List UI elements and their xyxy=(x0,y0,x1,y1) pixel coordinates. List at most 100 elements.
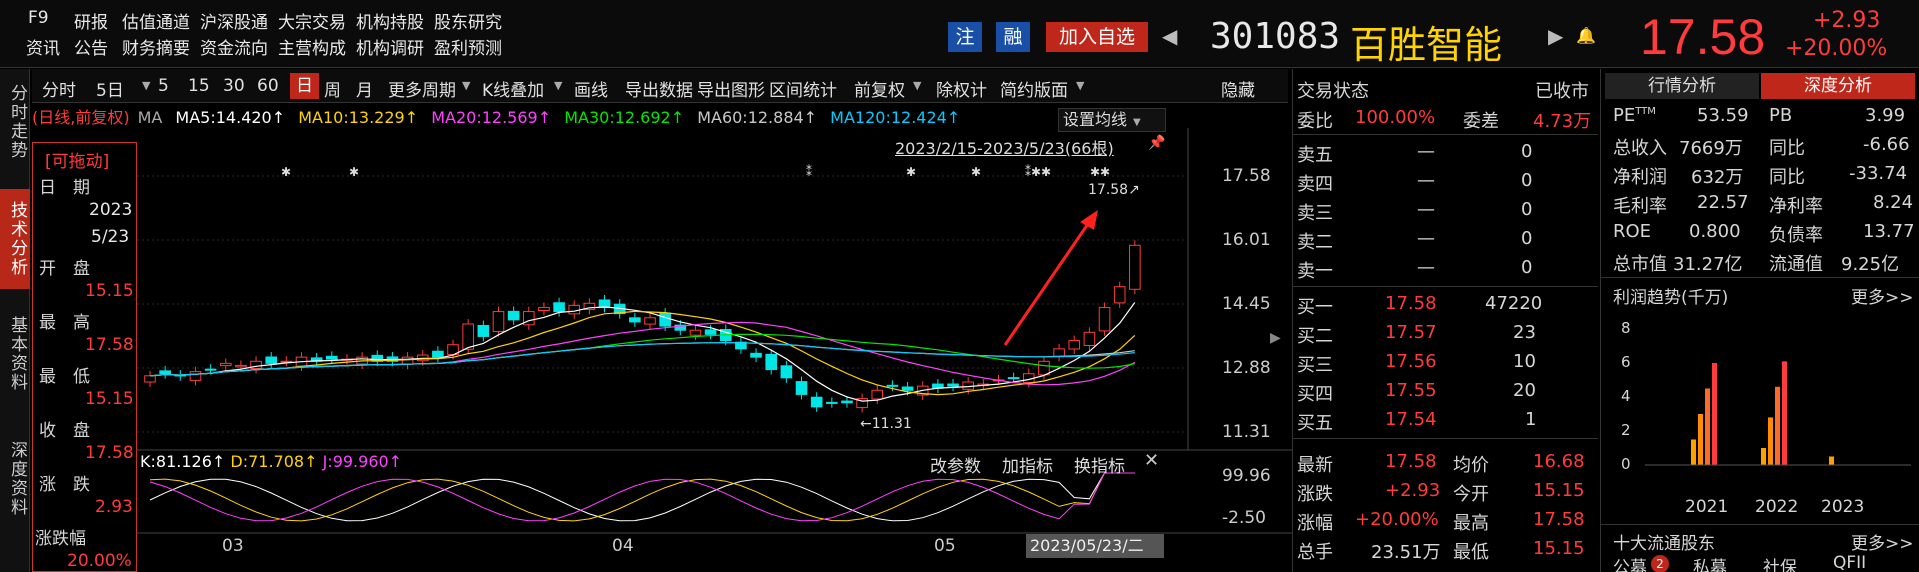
buy5-price: 17.54 xyxy=(1385,409,1437,430)
chgpct-label: 涨幅 xyxy=(1297,513,1333,534)
buy1-price: 17.58 xyxy=(1385,293,1437,314)
pre-adjust-dropdown[interactable]: 前复权 xyxy=(854,81,905,101)
simple-layout-button[interactable]: 简约版面 xyxy=(1000,81,1068,101)
tab-basic-info[interactable]: 基本资料 xyxy=(7,316,27,392)
candle-body xyxy=(901,386,914,391)
net-profit-label: 净利润 xyxy=(1613,167,1667,188)
menu-financial-summary[interactable]: 财务摘要 xyxy=(122,39,190,59)
period-day[interactable]: 日 xyxy=(290,73,319,99)
menu-institution-survey[interactable]: 机构调研 xyxy=(356,39,424,59)
menu-institution-holding[interactable]: 机构持股 xyxy=(356,13,424,33)
period-60min[interactable]: 60 xyxy=(257,76,279,96)
candle-info-panel[interactable]: [可拖动] 日 期 2023 5/23 开 盘 15.15 最 高 17.58 … xyxy=(32,142,137,572)
margin-button[interactable]: 融 xyxy=(996,22,1030,52)
collapse-arrow-icon[interactable]: ▶ xyxy=(1270,330,1281,346)
add-watchlist-button[interactable]: 加入自选 xyxy=(1046,22,1148,52)
profit-x-tick: 2021 xyxy=(1685,497,1729,517)
buy2-price: 17.57 xyxy=(1385,322,1437,343)
holders-more-link[interactable]: 更多>> xyxy=(1851,534,1914,554)
next-stock-icon[interactable]: ▶ xyxy=(1548,24,1564,48)
profit-more-link[interactable]: 更多>> xyxy=(1851,288,1914,308)
holder-tab-qfii[interactable]: QFII xyxy=(1833,553,1867,572)
menu-news[interactable]: 资讯 xyxy=(26,39,60,59)
chevron-down-icon: ▼ xyxy=(1076,79,1085,92)
period-15min[interactable]: 15 xyxy=(188,76,210,96)
period-30min[interactable]: 30 xyxy=(223,76,245,96)
candle-body xyxy=(265,356,278,364)
chart-mode-label: (日线,前复权) xyxy=(32,108,130,127)
revenue-value: 7669万 xyxy=(1679,138,1743,159)
tab-technical-analysis[interactable]: 技术分析 xyxy=(0,189,30,289)
menu-f9[interactable]: F9 xyxy=(28,8,49,28)
buy5-volume: 1 xyxy=(1525,409,1537,430)
menu-shareholder-research[interactable]: 股东研究 xyxy=(434,13,502,33)
tab-deep-info[interactable]: 深度资料 xyxy=(7,441,27,517)
edit-params-button[interactable]: 改参数 xyxy=(930,457,981,477)
range-stats-button[interactable]: 区间统计 xyxy=(769,81,837,101)
period-month[interactable]: 月 xyxy=(356,81,373,101)
menu-announcement[interactable]: 公告 xyxy=(74,39,108,59)
drag-label: [可拖动] xyxy=(45,152,110,172)
ex-rights-button[interactable]: 除权计 xyxy=(936,81,987,101)
set-ma-dropdown[interactable]: 设置均线 ▼ xyxy=(1058,108,1166,132)
menu-earnings-forecast[interactable]: 盈利预测 xyxy=(434,39,502,59)
menu-business-composition[interactable]: 主营构成 xyxy=(278,39,346,59)
period-5day[interactable]: 5日 xyxy=(96,81,124,101)
open-today-value: 15.15 xyxy=(1533,480,1585,501)
ma30-value: MA30:12.692↑ xyxy=(564,108,685,127)
candle-body xyxy=(250,360,262,370)
kline-chart[interactable]: ✱ ✱ ⁑ ✱ ✱ ⁑✱✱ ✱✱ xyxy=(0,0,1292,572)
weicha-value: 4.73万 xyxy=(1533,111,1592,132)
prev-stock-icon[interactable]: ◀ xyxy=(1162,24,1178,48)
price-change: +2.93 xyxy=(1813,8,1881,33)
holder-tab-private-fund[interactable]: 私募 xyxy=(1693,558,1727,572)
kline-overlay-dropdown[interactable]: K线叠加 xyxy=(482,81,545,101)
register-button[interactable]: 注 xyxy=(948,22,982,52)
buy3-label: 买三 xyxy=(1297,355,1333,376)
menu-fund-flow[interactable]: 资金流向 xyxy=(200,39,268,59)
hide-button[interactable]: 隐藏 xyxy=(1221,81,1255,101)
more-periods-dropdown[interactable]: 更多周期 xyxy=(388,81,456,101)
chgpct-value: +20.00% xyxy=(1355,509,1439,530)
candle-body xyxy=(583,302,596,310)
export-data-button[interactable]: 导出数据 xyxy=(625,81,693,101)
candle-body xyxy=(522,311,535,326)
sell1-label: 卖一 xyxy=(1297,261,1333,282)
menu-hk-connect[interactable]: 沪深股通 xyxy=(200,13,268,33)
kdj-legend: K:81.126↑ D:71.708↑ J:99.960↑ xyxy=(140,452,402,471)
ma5-line xyxy=(149,302,1136,402)
analysis-panel: 行情分析 深度分析 PETTM 53.59 PB 3.99 总收入 7669万 … xyxy=(1600,69,1919,572)
candle-body xyxy=(962,381,974,390)
period-5min[interactable]: 5 xyxy=(158,76,169,96)
export-graphic-button[interactable]: 导出图形 xyxy=(697,81,765,101)
candle-body xyxy=(462,323,474,350)
menu-valuation[interactable]: 估值通道 xyxy=(122,13,190,33)
gross-margin-label: 毛利率 xyxy=(1613,196,1667,217)
tab-market-analysis[interactable]: 行情分析 xyxy=(1605,73,1759,99)
holder-tab-public-fund[interactable]: 公募 xyxy=(1613,558,1647,572)
chevron-down-icon: ▼ xyxy=(462,79,471,92)
menu-research[interactable]: 研报 xyxy=(74,13,108,33)
close-label: 收 盘 xyxy=(39,421,90,441)
candle-body xyxy=(735,341,747,350)
close-icon[interactable]: ✕ xyxy=(1144,450,1160,471)
kdj-lines-group xyxy=(149,472,1135,522)
profit-bar xyxy=(1712,363,1717,465)
menu-block-trade[interactable]: 大宗交易 xyxy=(278,13,346,33)
holder-tab-social-security[interactable]: 社保 xyxy=(1763,558,1797,572)
tab-intraday[interactable]: 分时走势 xyxy=(7,83,27,160)
sell1-volume: 0 xyxy=(1521,257,1533,278)
candle-body xyxy=(886,384,899,387)
add-indicator-button[interactable]: 加指标 xyxy=(1002,457,1053,477)
draw-line-button[interactable]: 画线 xyxy=(574,81,608,101)
pin-icon[interactable]: 📌 xyxy=(1148,135,1166,151)
candle-body xyxy=(538,306,550,311)
period-intraday[interactable]: 分时 xyxy=(42,81,76,101)
float-cap-value: 9.25亿 xyxy=(1841,254,1900,275)
switch-indicator-button[interactable]: 换指标 xyxy=(1074,457,1125,477)
tab-deep-analysis[interactable]: 深度分析 xyxy=(1761,73,1915,99)
range-label[interactable]: 2023/2/15-2023/5/23(66根) xyxy=(895,139,1114,158)
period-week[interactable]: 周 xyxy=(324,81,341,101)
candle-body xyxy=(674,324,687,331)
bell-icon[interactable]: 🔔 xyxy=(1576,26,1596,45)
